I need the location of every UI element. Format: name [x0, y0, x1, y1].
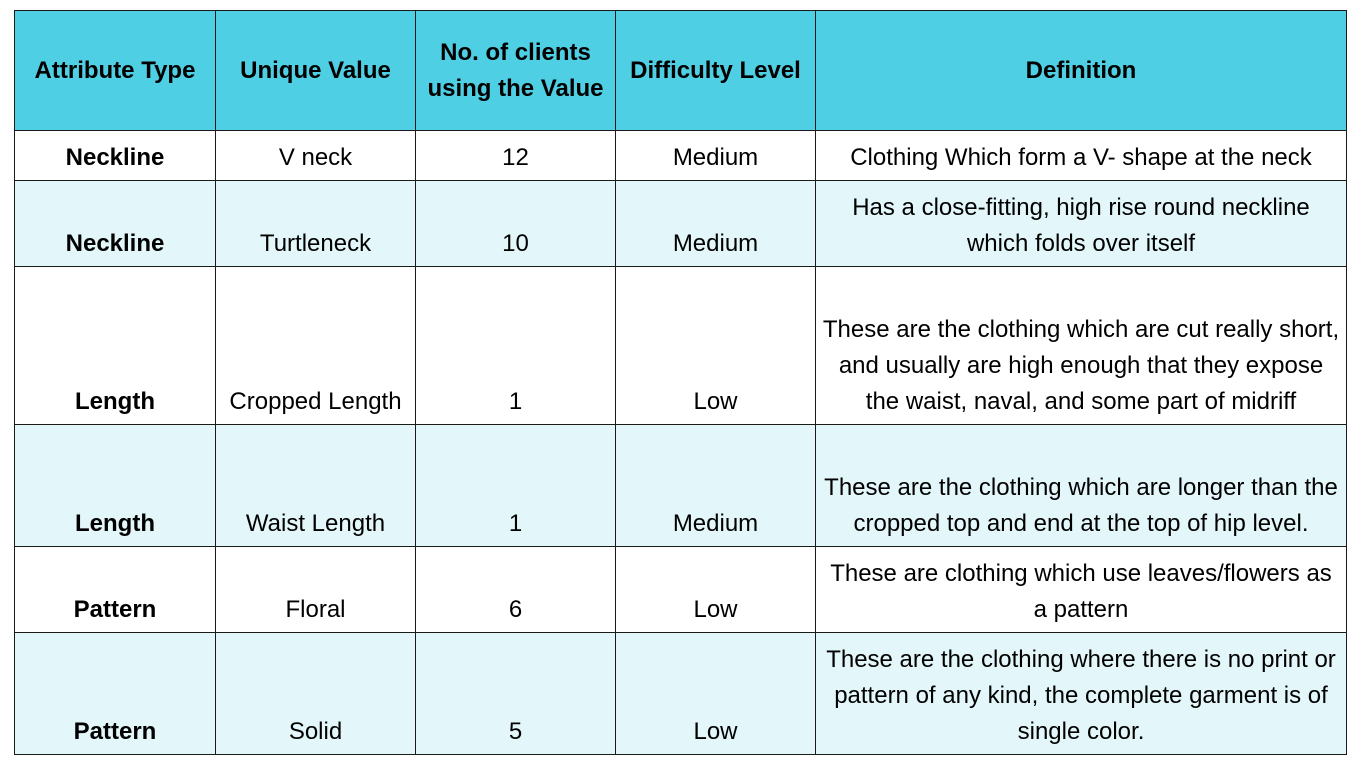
table-body: Neckline V neck 12 Medium Clothing Which… [14, 130, 1347, 755]
cell-attribute-type: Neckline [14, 180, 216, 267]
cell-clients-count: 1 [415, 266, 616, 425]
header-attribute-type: Attribute Type [14, 10, 216, 131]
cell-difficulty-level: Medium [615, 180, 816, 267]
table-row: Neckline Turtleneck 10 Medium Has a clos… [14, 180, 1347, 267]
cell-attribute-type: Pattern [14, 546, 216, 633]
cell-difficulty-level: Low [615, 546, 816, 633]
table-header: Attribute Type Unique Value No. of clien… [14, 10, 1347, 131]
cell-unique-value: Turtleneck [215, 180, 416, 267]
attributes-table: Attribute Type Unique Value No. of clien… [14, 10, 1347, 755]
cell-attribute-type: Neckline [14, 130, 216, 181]
header-clients-count: No. of clients using the Value [415, 10, 616, 131]
cell-difficulty-level: Medium [615, 130, 816, 181]
cell-clients-count: 5 [415, 632, 616, 755]
cell-unique-value: Solid [215, 632, 416, 755]
attributes-table-container: Attribute Type Unique Value No. of clien… [14, 10, 1347, 755]
cell-definition: These are clothing which use leaves/flow… [815, 546, 1347, 633]
header-row: Attribute Type Unique Value No. of clien… [14, 10, 1347, 131]
cell-clients-count: 6 [415, 546, 616, 633]
cell-unique-value: V neck [215, 130, 416, 181]
cell-clients-count: 10 [415, 180, 616, 267]
cell-unique-value: Cropped Length [215, 266, 416, 425]
cell-definition: Has a close-fitting, high rise round nec… [815, 180, 1347, 267]
cell-clients-count: 1 [415, 424, 616, 547]
cell-unique-value: Waist Length [215, 424, 416, 547]
table-row: Pattern Floral 6 Low These are clothing … [14, 546, 1347, 633]
table-row: Length Waist Length 1 Medium These are t… [14, 424, 1347, 547]
cell-attribute-type: Pattern [14, 632, 216, 755]
cell-definition: These are the clothing where there is no… [815, 632, 1347, 755]
cell-difficulty-level: Medium [615, 424, 816, 547]
cell-definition: Clothing Which form a V- shape at the ne… [815, 130, 1347, 181]
header-definition: Definition [815, 10, 1347, 131]
table-row: Pattern Solid 5 Low These are the clothi… [14, 632, 1347, 755]
cell-attribute-type: Length [14, 424, 216, 547]
header-unique-value: Unique Value [215, 10, 416, 131]
cell-unique-value: Floral [215, 546, 416, 633]
cell-clients-count: 12 [415, 130, 616, 181]
header-difficulty-level: Difficulty Level [615, 10, 816, 131]
cell-definition: These are the clothing which are longer … [815, 424, 1347, 547]
cell-difficulty-level: Low [615, 266, 816, 425]
table-row: Neckline V neck 12 Medium Clothing Which… [14, 130, 1347, 181]
table-row: Length Cropped Length 1 Low These are th… [14, 266, 1347, 425]
cell-definition: These are the clothing which are cut rea… [815, 266, 1347, 425]
cell-difficulty-level: Low [615, 632, 816, 755]
cell-attribute-type: Length [14, 266, 216, 425]
